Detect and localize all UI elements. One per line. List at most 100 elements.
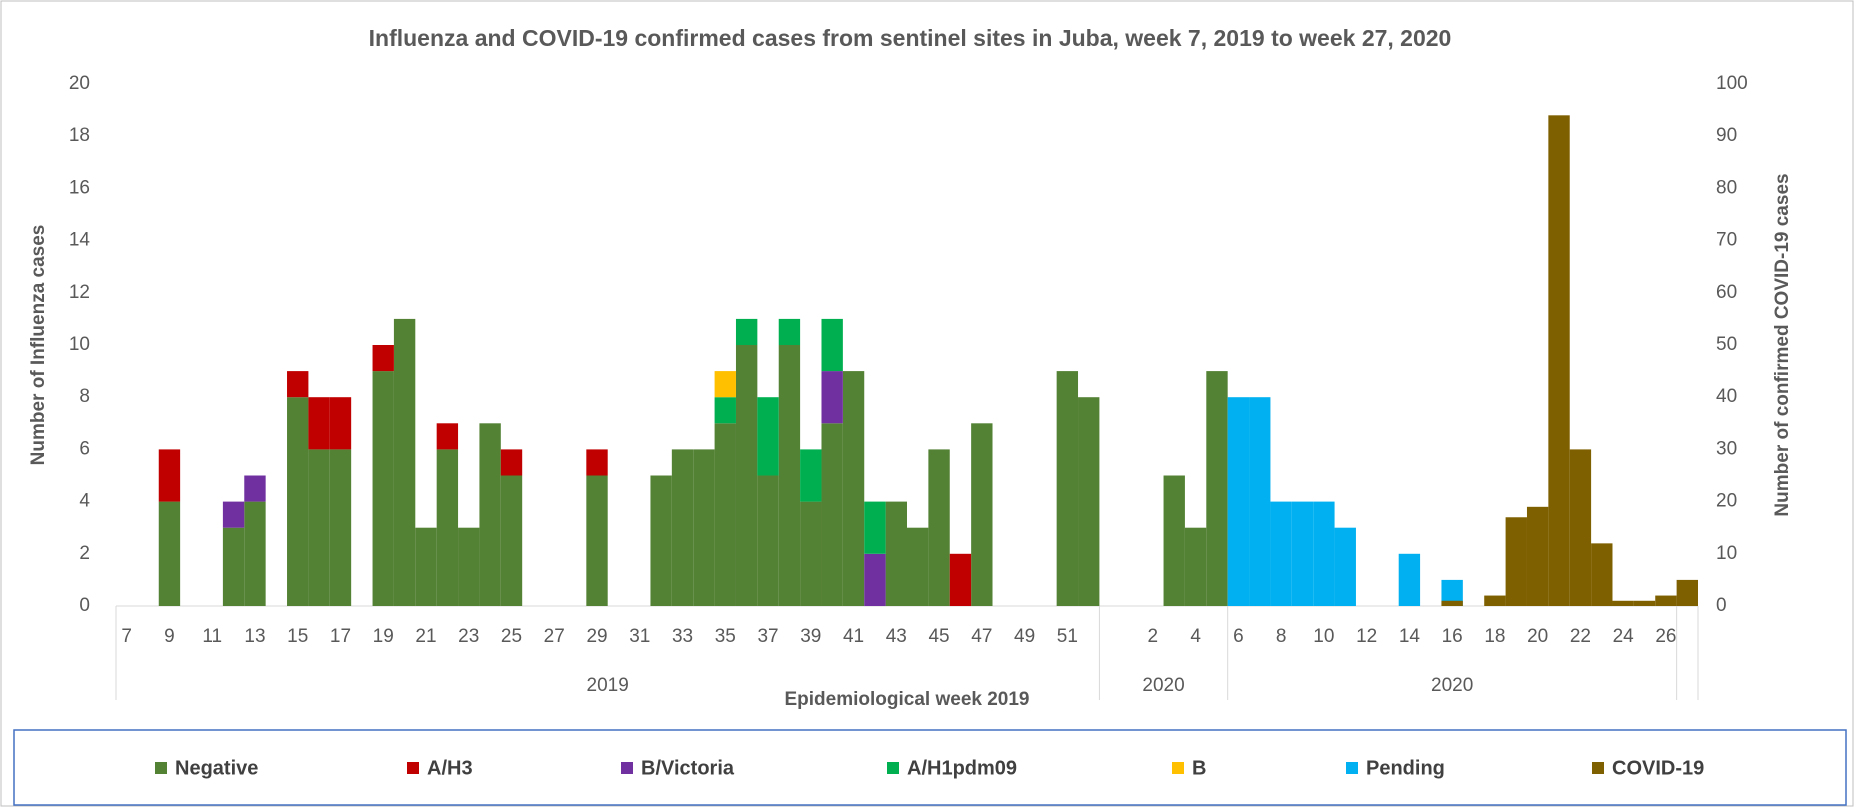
y2-tick-label: 60 — [1716, 282, 1737, 303]
legend-swatch — [1172, 762, 1184, 774]
y2-tick-label: 20 — [1716, 491, 1737, 512]
bar-segment — [1270, 501, 1292, 606]
x-tick-label: 25 — [501, 626, 522, 647]
y2-tick-label: 90 — [1716, 125, 1737, 146]
bar-segment — [864, 553, 886, 606]
bar-segment — [415, 527, 437, 606]
bar-segment — [1569, 449, 1592, 606]
y-tick-label: 16 — [69, 177, 90, 198]
legend-label: A/H1pdm09 — [907, 757, 1017, 779]
bar-segment — [1313, 501, 1335, 606]
bar-segment — [1441, 600, 1463, 606]
x-tick-label: 12 — [1356, 626, 1377, 647]
bar-segment — [842, 371, 865, 606]
bar-segment — [971, 423, 993, 606]
bar-segment — [500, 449, 523, 476]
bar-segment — [1184, 527, 1207, 606]
bar-segment — [287, 397, 309, 606]
bar-segment — [479, 423, 501, 606]
legend-label: A/H3 — [427, 757, 473, 779]
x-tick-label: 10 — [1313, 626, 1334, 647]
bar-segment — [907, 527, 929, 606]
bar-segment — [222, 501, 245, 528]
y-tick-label: 2 — [79, 543, 90, 564]
y2-tick-label: 100 — [1716, 73, 1748, 94]
bar-segment — [821, 423, 843, 606]
bar-segment — [885, 501, 907, 606]
bar-segment — [821, 371, 843, 424]
x-tick-label: 7 — [121, 626, 132, 647]
x-tick-label: 14 — [1399, 626, 1421, 647]
y-tick-label: 20 — [69, 73, 90, 94]
x-tick-label: 27 — [544, 626, 565, 647]
bar-segment — [757, 397, 779, 476]
legend-label: Pending — [1366, 757, 1445, 779]
x-tick-label: 35 — [715, 626, 736, 647]
bar-segment — [372, 371, 394, 606]
x-tick-label: 26 — [1655, 626, 1676, 647]
bar-segment — [308, 449, 330, 606]
x-tick-label: 29 — [586, 626, 607, 647]
legend-box — [13, 729, 1847, 806]
legend-swatch — [887, 762, 899, 774]
y2-tick-label: 10 — [1716, 543, 1737, 564]
y-tick-label: 6 — [79, 438, 90, 459]
x-tick-label: 41 — [843, 626, 864, 647]
chart-title: Influenza and COVID-19 confirmed cases f… — [369, 25, 1452, 51]
bar-segment — [821, 318, 843, 372]
bar-segment — [586, 475, 608, 606]
y-tick-label: 10 — [69, 334, 90, 355]
x-tick-label: 23 — [458, 626, 479, 647]
x-tick-label: 15 — [287, 626, 308, 647]
bar-segment — [158, 449, 181, 502]
bar-segment — [928, 449, 950, 606]
x-tick-label: 19 — [373, 626, 394, 647]
bar-segment — [778, 345, 801, 606]
x-tick-label: 8 — [1276, 626, 1287, 647]
y-tick-label: 4 — [79, 491, 90, 512]
legend-swatch — [1346, 762, 1358, 774]
x-tick-label: 6 — [1233, 626, 1244, 647]
bar-segment — [1548, 115, 1570, 606]
x-tick-label: 18 — [1484, 626, 1505, 647]
bar-segment — [1398, 553, 1421, 606]
bar-segment — [1591, 543, 1613, 606]
bar-segment — [650, 475, 672, 606]
group-label: 2019 — [587, 675, 629, 696]
bar-segment — [800, 501, 822, 606]
bar-segment — [778, 318, 801, 345]
bar-segment — [436, 423, 459, 450]
bar-segment — [458, 527, 480, 606]
bar-segment — [1676, 579, 1698, 606]
bar-segment — [329, 397, 352, 450]
bar-segment — [1227, 397, 1250, 606]
bar-segment — [393, 318, 416, 606]
y-tick-label: 12 — [69, 282, 90, 303]
group-label: 2020 — [1431, 675, 1473, 696]
x-tick-label: 11 — [202, 626, 222, 647]
bar-segment — [1163, 475, 1185, 606]
x-tick-label: 16 — [1442, 626, 1463, 647]
y-tick-label: 18 — [69, 125, 90, 146]
y2-tick-label: 40 — [1716, 386, 1737, 407]
x-tick-label: 9 — [164, 626, 175, 647]
y2-tick-label: 70 — [1716, 230, 1737, 251]
x-tick-label: 37 — [757, 626, 778, 647]
bar-segment — [735, 318, 758, 345]
legend-label: B — [1192, 757, 1206, 779]
bar-segment — [714, 397, 736, 424]
bar-segment — [671, 449, 694, 606]
x-tick-label: 21 — [415, 626, 436, 647]
bar-segment — [158, 501, 181, 606]
bar-segment — [500, 475, 523, 606]
legend-label: B/Victoria — [641, 757, 735, 779]
bar-segment — [735, 345, 758, 606]
bar-segment — [244, 475, 266, 502]
x-tick-label: 2 — [1148, 626, 1159, 647]
x-tick-label: 49 — [1014, 626, 1035, 647]
bar-segment — [372, 345, 394, 372]
group-label: 2020 — [1142, 675, 1184, 696]
y-tick-label: 0 — [79, 595, 90, 616]
